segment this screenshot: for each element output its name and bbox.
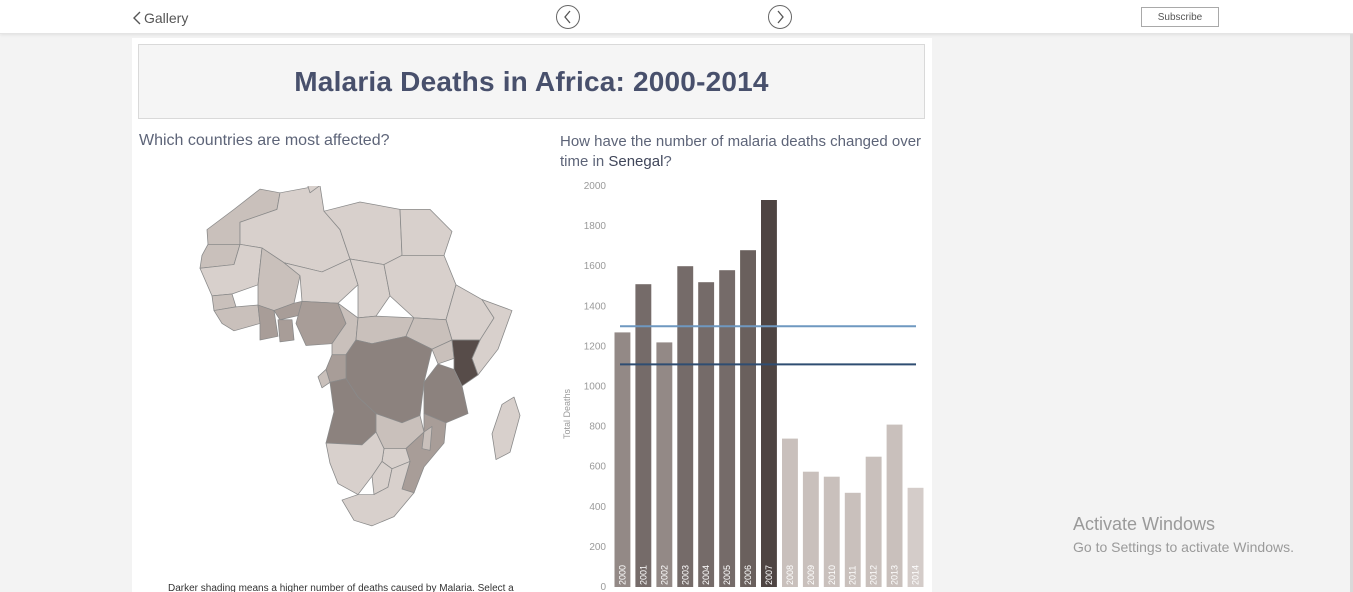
country-chad[interactable] bbox=[349, 258, 391, 319]
bar-2009[interactable] bbox=[802, 471, 819, 587]
bar-2004[interactable] bbox=[698, 282, 715, 587]
dashboard-title: Malaria Deaths in Africa: 2000-2014 bbox=[294, 65, 769, 97]
bar-2007[interactable] bbox=[761, 200, 777, 587]
deaths-bar-chart[interactable]: 0 200 400 600 800 1000 1200 1400 1600 1800 2000 20… bbox=[560, 178, 932, 592]
chart-question-prefix: How have the number of malaria deaths ch… bbox=[560, 133, 922, 170]
x-tick-label: 2003 bbox=[680, 565, 690, 585]
country-malawi[interactable] bbox=[421, 426, 433, 451]
bar-2001[interactable] bbox=[635, 284, 652, 587]
x-tick-label: 2000 bbox=[618, 565, 628, 585]
x-tick-label: 2008 bbox=[785, 565, 795, 585]
country-tanzania[interactable] bbox=[423, 363, 469, 424]
y-tick-label: 1800 bbox=[584, 221, 607, 232]
bar-2005[interactable] bbox=[719, 270, 736, 587]
bar-2008[interactable] bbox=[782, 438, 798, 587]
x-tick-label: 2014 bbox=[911, 565, 921, 585]
y-tick-label: 1600 bbox=[584, 261, 607, 272]
country-ghana[interactable] bbox=[277, 319, 295, 343]
bar-2012[interactable] bbox=[865, 456, 882, 587]
country-egypt[interactable] bbox=[399, 208, 453, 256]
bar-2014[interactable] bbox=[907, 487, 924, 587]
y-tick-label: 1000 bbox=[584, 382, 607, 393]
country-gabon[interactable] bbox=[317, 369, 331, 389]
country-kenya[interactable] bbox=[451, 339, 481, 387]
map-footnote: Darker shading means a higher number of … bbox=[168, 583, 514, 592]
x-tick-label: 2009 bbox=[806, 565, 816, 585]
y-tick-label: 2000 bbox=[584, 181, 607, 192]
top-bar: Gallery Subscribe bbox=[0, 0, 1353, 34]
africa-map-svg[interactable] bbox=[162, 161, 532, 556]
x-tick-label: 2011 bbox=[848, 566, 858, 585]
chevron-left-icon bbox=[564, 10, 571, 24]
y-tick-label: 600 bbox=[589, 462, 606, 473]
map-question: Which countries are most affected? bbox=[139, 132, 390, 149]
dashboard-title-box: Malaria Deaths in Africa: 2000-2014 bbox=[138, 44, 925, 119]
bar-2006[interactable] bbox=[740, 250, 756, 587]
x-tick-label: 2007 bbox=[764, 565, 774, 585]
country-niger[interactable] bbox=[283, 258, 359, 304]
y-tick-label: 200 bbox=[589, 542, 606, 553]
selected-country[interactable]: Senegal bbox=[608, 153, 664, 170]
activate-windows-title: Activate Windows bbox=[1073, 514, 1216, 534]
chevron-left-icon bbox=[133, 11, 141, 25]
gallery-back-link[interactable]: Gallery bbox=[133, 8, 188, 28]
bar-2013[interactable] bbox=[886, 424, 903, 587]
bar-2011[interactable] bbox=[844, 492, 861, 587]
x-tick-label: 2013 bbox=[890, 565, 900, 585]
x-tick-label: 2006 bbox=[743, 565, 753, 585]
bar-2010[interactable] bbox=[823, 476, 840, 587]
y-tick-label: 400 bbox=[589, 502, 606, 513]
x-tick-label: 2005 bbox=[722, 565, 732, 585]
country-south-africa[interactable] bbox=[341, 461, 415, 527]
y-tick-label: 1400 bbox=[584, 301, 607, 312]
bar-2002[interactable] bbox=[656, 342, 673, 587]
x-tick-label: 2001 bbox=[638, 565, 648, 585]
y-tick-label: 0 bbox=[600, 582, 606, 592]
bar-2000[interactable] bbox=[614, 332, 631, 587]
africa-map[interactable] bbox=[162, 161, 532, 556]
activate-windows-subtitle: Go to Settings to activate Windows. bbox=[1073, 539, 1294, 555]
x-tick-label: 2010 bbox=[827, 565, 837, 585]
x-tick-label: 2002 bbox=[659, 565, 669, 585]
country-sudan[interactable] bbox=[383, 254, 457, 321]
chart-question: How have the number of malaria deaths ch… bbox=[560, 132, 930, 172]
chevron-right-icon bbox=[777, 10, 784, 24]
page-scrollbar[interactable] bbox=[1350, 34, 1353, 592]
dashboard-panel: Malaria Deaths in Africa: 2000-2014 Whic… bbox=[132, 38, 932, 592]
next-viz-button[interactable] bbox=[768, 5, 792, 29]
y-axis-label: Total Deaths bbox=[562, 388, 572, 439]
subscribe-button[interactable]: Subscribe bbox=[1141, 7, 1219, 27]
y-tick-label: 1200 bbox=[584, 341, 607, 352]
previous-viz-button[interactable] bbox=[556, 5, 580, 29]
country-cote-divoire[interactable] bbox=[257, 304, 279, 341]
gallery-back-label: Gallery bbox=[144, 10, 189, 26]
y-tick-label: 800 bbox=[589, 422, 606, 433]
country-madagascar[interactable] bbox=[491, 396, 521, 460]
x-tick-label: 2004 bbox=[701, 565, 711, 585]
x-tick-label: 2012 bbox=[869, 565, 879, 585]
chart-question-suffix: ? bbox=[663, 153, 672, 170]
deaths-bar-chart-svg[interactable]: 0 200 400 600 800 1000 1200 1400 1600 1800 2000 20… bbox=[560, 178, 932, 592]
bar-2003[interactable] bbox=[677, 266, 694, 587]
